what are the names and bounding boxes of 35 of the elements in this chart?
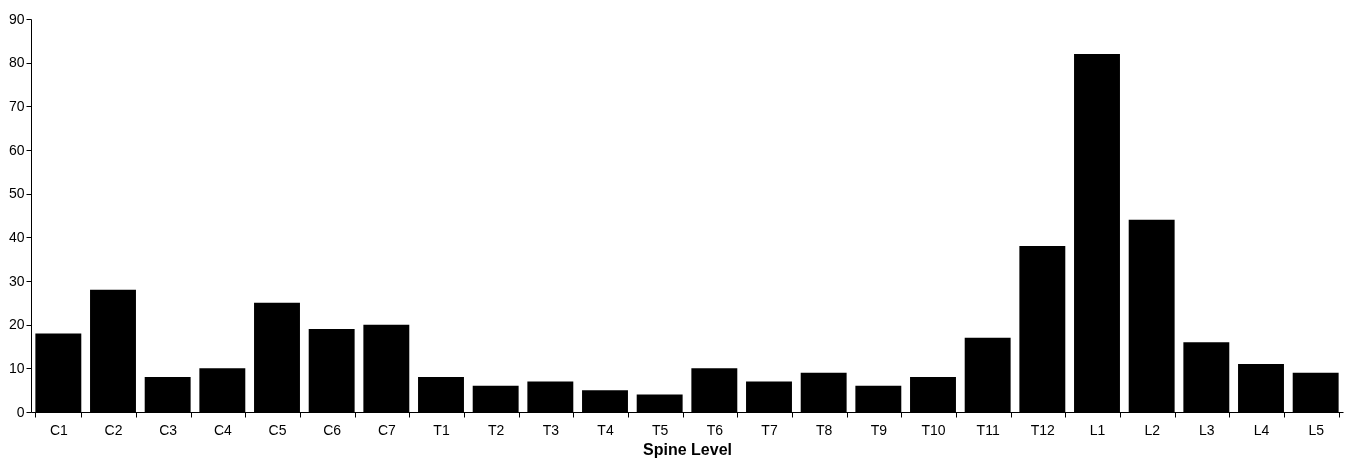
x-tick-label: T3 [542,421,560,438]
y-tick-label: 60 [8,141,25,158]
x-tick-label: C7 [377,421,396,438]
x-tick-label: T4 [597,421,614,438]
x-tick-label: C2 [104,421,123,438]
y-tick-label: 20 [8,316,25,333]
x-tick-label: L1 [1089,421,1106,438]
y-tick-label: 30 [8,272,25,289]
y-tick-label: 70 [8,97,25,114]
x-tick-label: T1 [433,421,450,438]
x-tick-label: T12 [1030,421,1056,438]
x-tick-label: L3 [1199,421,1215,438]
x-tick-label: T2 [487,421,505,438]
x-tick-label: T9 [870,421,888,438]
y-tick-label: 80 [8,54,25,71]
y-tick-label: 50 [8,185,25,202]
x-tick-label: T11 [976,421,1000,438]
x-tick-label: T7 [761,421,778,438]
y-tick-label: 10 [8,359,25,376]
y-tick-label: 0 [16,403,25,420]
x-tick-label: T5 [651,421,669,438]
x-tick-label: L4 [1253,421,1270,438]
x-tick-label: T8 [815,421,833,438]
y-tick-label: 40 [8,228,25,245]
x-tick-label: L2 [1144,421,1161,438]
x-tick-label: C5 [268,421,287,438]
x-tick-label: C6 [323,421,342,438]
x-axis-title: Spine Level [643,440,732,458]
x-tick-label: C3 [159,421,178,438]
x-tick-label: T6 [706,421,724,438]
x-tick-label: L5 [1308,421,1325,438]
x-tick-label: T10 [921,421,946,438]
x-tick-label: C4 [213,421,232,438]
y-tick-label: 90 [8,10,25,27]
x-tick-label: C1 [49,421,68,438]
